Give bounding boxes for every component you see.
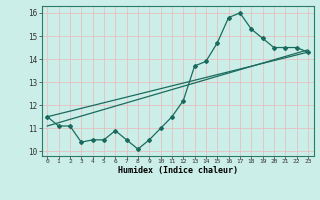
- X-axis label: Humidex (Indice chaleur): Humidex (Indice chaleur): [118, 166, 237, 175]
